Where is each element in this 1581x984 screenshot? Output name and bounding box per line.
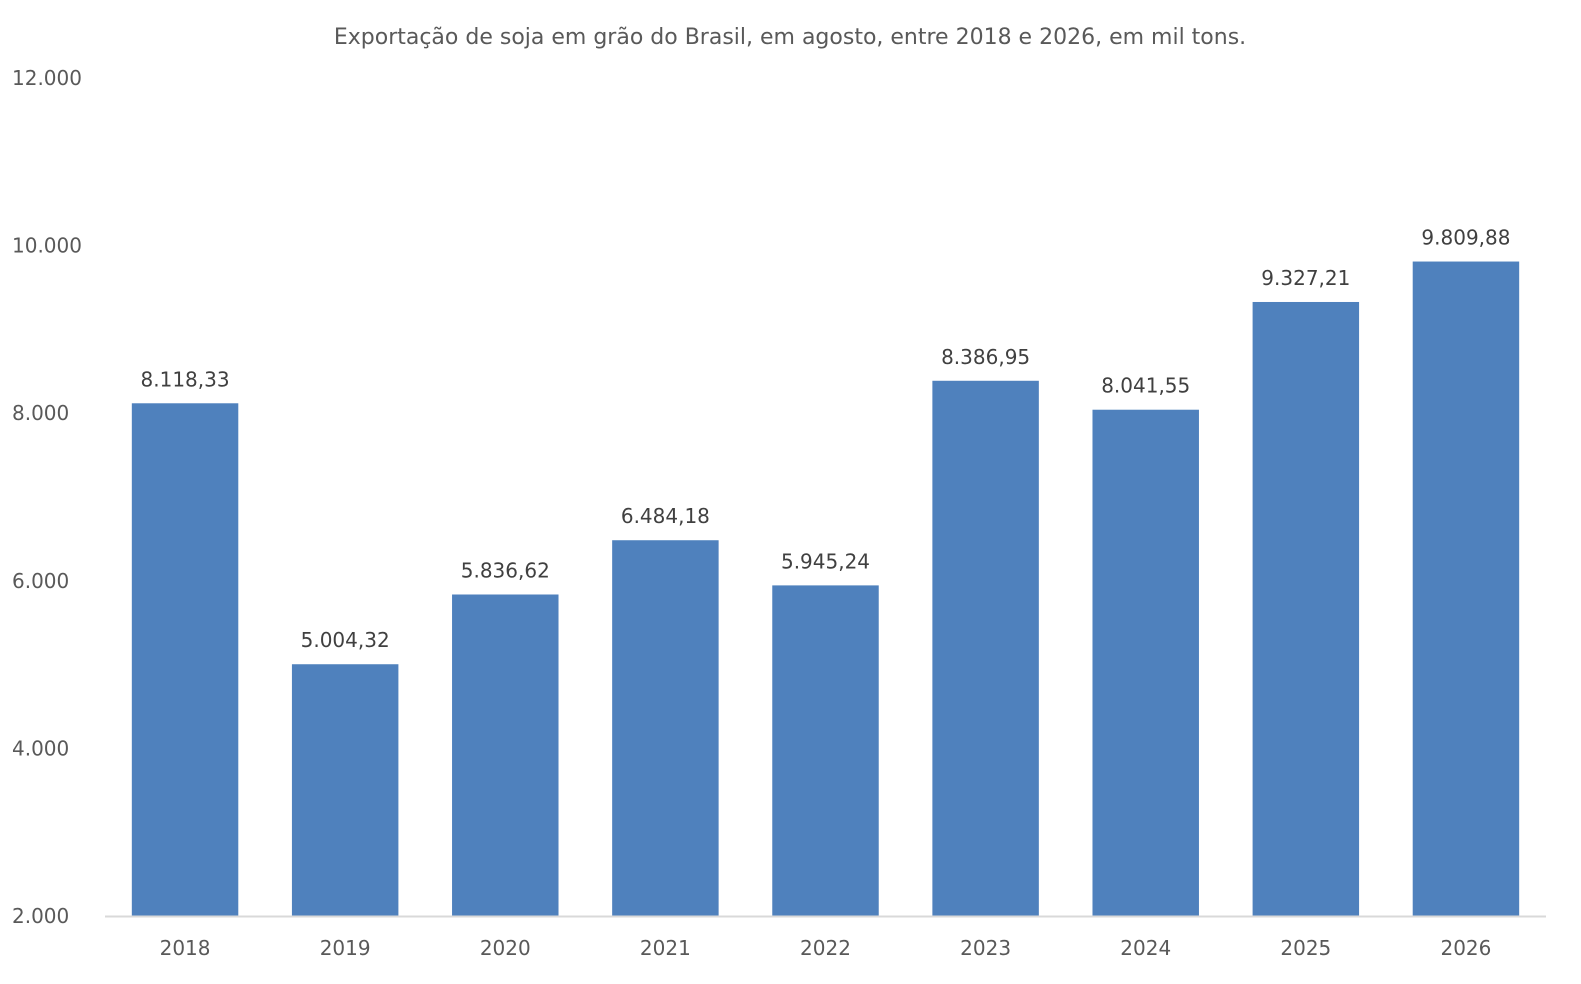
y-tick-label: 8.000 xyxy=(12,401,69,425)
bar xyxy=(932,380,1039,917)
data-label: 5.004,32 xyxy=(301,628,390,652)
data-label: 5.945,24 xyxy=(781,549,870,573)
y-axis: 2.000 4.000 6.000 8.000 10.000 12.000 xyxy=(12,66,82,928)
x-tick-label: 2020 xyxy=(480,936,531,960)
bar xyxy=(612,540,719,916)
data-label: 8.386,95 xyxy=(941,345,1030,369)
data-label: 6.484,18 xyxy=(621,504,710,528)
bar xyxy=(291,664,399,916)
x-axis: 2018 2019 2020 2021 2022 2023 2024 2025 2026 xyxy=(105,915,1546,960)
x-tick-label: 2025 xyxy=(1280,936,1331,960)
x-tick-label: 2026 xyxy=(1440,936,1491,960)
data-label: 8.041,55 xyxy=(1101,374,1190,398)
data-label: 9.809,88 xyxy=(1421,226,1510,250)
data-labels-group: 8.118,33 5.004,32 5.836,62 6.484,18 5.945,24… xyxy=(141,226,1511,653)
data-label: 8.118,33 xyxy=(141,367,230,391)
y-tick-label: 4.000 xyxy=(12,736,69,760)
x-tick-label: 2018 xyxy=(160,936,211,960)
bar xyxy=(772,585,879,916)
bar xyxy=(131,403,239,916)
x-tick-label: 2021 xyxy=(640,936,691,960)
bar xyxy=(1252,301,1360,916)
x-tick-label: 2022 xyxy=(800,936,851,960)
data-label: 5.836,62 xyxy=(461,558,550,582)
bar xyxy=(1092,409,1199,916)
y-tick-label: 12.000 xyxy=(12,66,82,90)
bars-group xyxy=(131,261,1520,917)
bar xyxy=(1412,261,1520,916)
x-tick-label: 2024 xyxy=(1120,936,1171,960)
y-tick-label: 10.000 xyxy=(12,234,82,258)
x-tick-label: 2023 xyxy=(960,936,1011,960)
y-tick-label: 2.000 xyxy=(12,904,69,928)
y-tick-label: 6.000 xyxy=(12,569,69,593)
data-label: 9.327,21 xyxy=(1261,266,1350,290)
x-tick-label: 2019 xyxy=(320,936,371,960)
chart-title: Exportação de soja em grão do Brasil, em… xyxy=(334,25,1246,50)
bar xyxy=(452,594,559,916)
